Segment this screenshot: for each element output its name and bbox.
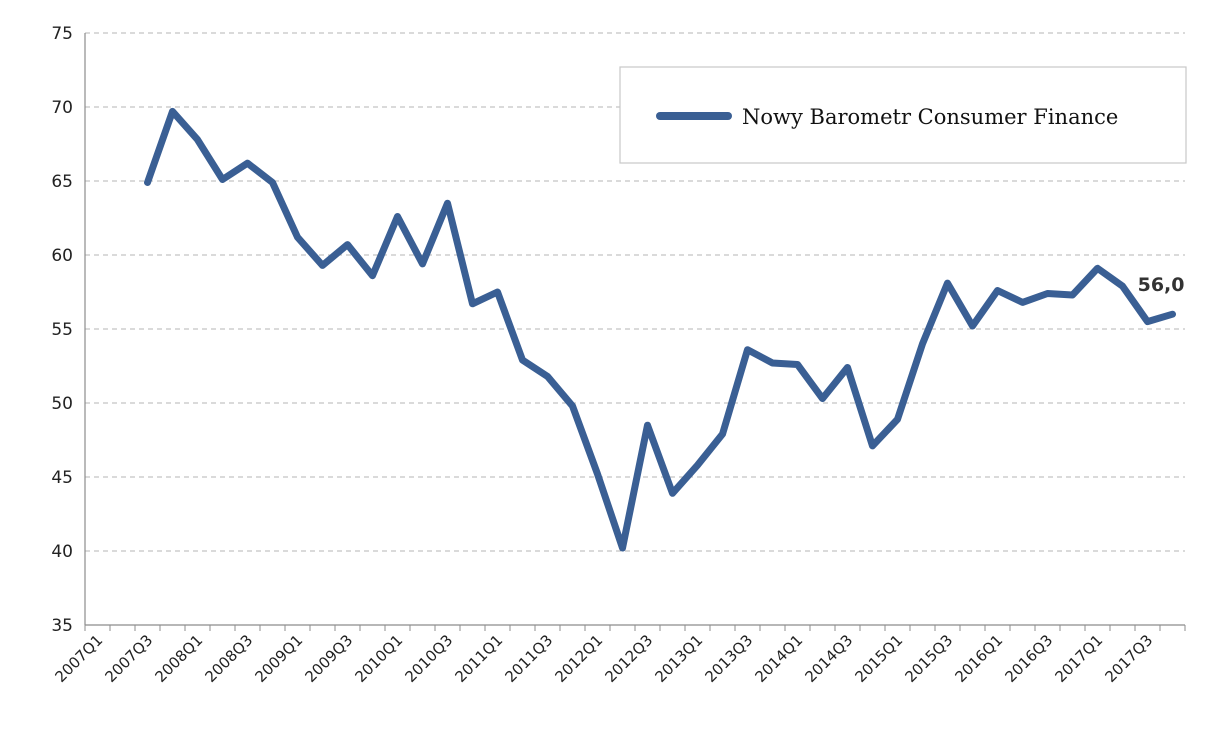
annotation-layer: 56,0 <box>1138 274 1185 296</box>
x-tick-label: 2015Q3 <box>902 631 957 686</box>
y-tick-label: 65 <box>51 172 73 192</box>
x-tick-label: 2012Q1 <box>552 631 607 686</box>
y-tick-label: 50 <box>51 394 73 414</box>
y-tick-label: 40 <box>51 542 73 562</box>
x-tick-label: 2011Q3 <box>502 631 557 686</box>
y-tick-label: 35 <box>51 616 73 636</box>
x-tick-label: 2010Q3 <box>402 631 457 686</box>
y-tick-label: 70 <box>51 98 73 118</box>
x-tick-label: 2008Q3 <box>202 631 257 686</box>
series-layer <box>144 107 1176 552</box>
y-tick-label: 75 <box>51 24 73 44</box>
y-tick-label: 60 <box>51 246 73 266</box>
x-tick-label: 2008Q1 <box>152 631 207 686</box>
x-tick-label: 2013Q3 <box>702 631 757 686</box>
legend-label: Nowy Barometr Consumer Finance <box>742 105 1118 129</box>
x-tick-label: 2016Q3 <box>1002 631 1057 686</box>
x-tick-label: 2011Q1 <box>452 631 507 686</box>
x-tick-label: 2012Q3 <box>602 631 657 686</box>
x-tick-label: 2015Q1 <box>852 631 907 686</box>
end-value-label: 56,0 <box>1138 274 1185 296</box>
axes <box>84 33 1186 631</box>
x-tick-label: 2007Q3 <box>102 631 157 686</box>
x-tick-label: 2009Q3 <box>302 631 357 686</box>
x-tick-label: 2009Q1 <box>252 631 307 686</box>
series-line <box>144 107 1176 552</box>
x-tick-label: 2017Q1 <box>1052 631 1107 686</box>
y-tick-label: 45 <box>51 468 73 488</box>
x-tick-label: 2010Q1 <box>352 631 407 686</box>
y-tick-label: 55 <box>51 320 73 340</box>
legend: Nowy Barometr Consumer Finance <box>619 66 1187 164</box>
x-tick-label: 2016Q1 <box>952 631 1007 686</box>
x-axis-ticks: 2007Q12007Q32008Q12008Q32009Q12009Q32010… <box>52 631 1157 686</box>
x-tick-label: 2014Q1 <box>752 631 807 686</box>
y-axis-ticks: 35 40 45 50 55 60 65 70 75 <box>51 24 73 636</box>
x-tick-label: 2013Q1 <box>652 631 707 686</box>
x-tick-label: 2017Q3 <box>1102 631 1157 686</box>
x-tick-label: 2014Q3 <box>802 631 857 686</box>
x-tick-label: 2007Q1 <box>52 631 107 686</box>
